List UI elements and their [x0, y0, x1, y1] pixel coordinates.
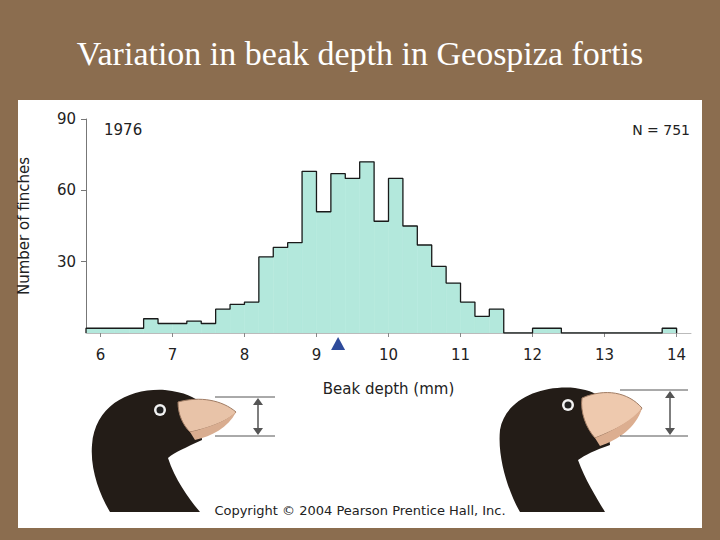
- svg-text:13: 13: [595, 346, 614, 364]
- svg-text:12: 12: [523, 346, 542, 364]
- svg-text:7: 7: [168, 346, 178, 364]
- svg-text:30: 30: [57, 253, 76, 271]
- svg-text:Variation in beak depth in Geo: Variation in beak depth in Geospiza fort…: [77, 35, 644, 72]
- svg-text:9: 9: [312, 346, 322, 364]
- svg-text:Beak depth (mm): Beak depth (mm): [323, 380, 455, 398]
- svg-text:Number of finches: Number of finches: [15, 157, 33, 295]
- svg-text:Copyright © 2004 Pearson Prent: Copyright © 2004 Pearson Prentice Hall, …: [214, 503, 505, 518]
- svg-text:90: 90: [57, 110, 76, 128]
- svg-text:8: 8: [240, 346, 250, 364]
- svg-text:1976: 1976: [104, 121, 142, 139]
- svg-text:10: 10: [379, 346, 398, 364]
- svg-text:60: 60: [57, 181, 76, 199]
- svg-text:N = 751: N = 751: [632, 122, 690, 138]
- svg-text:14: 14: [667, 346, 686, 364]
- svg-text:11: 11: [451, 346, 470, 364]
- svg-text:6: 6: [96, 346, 106, 364]
